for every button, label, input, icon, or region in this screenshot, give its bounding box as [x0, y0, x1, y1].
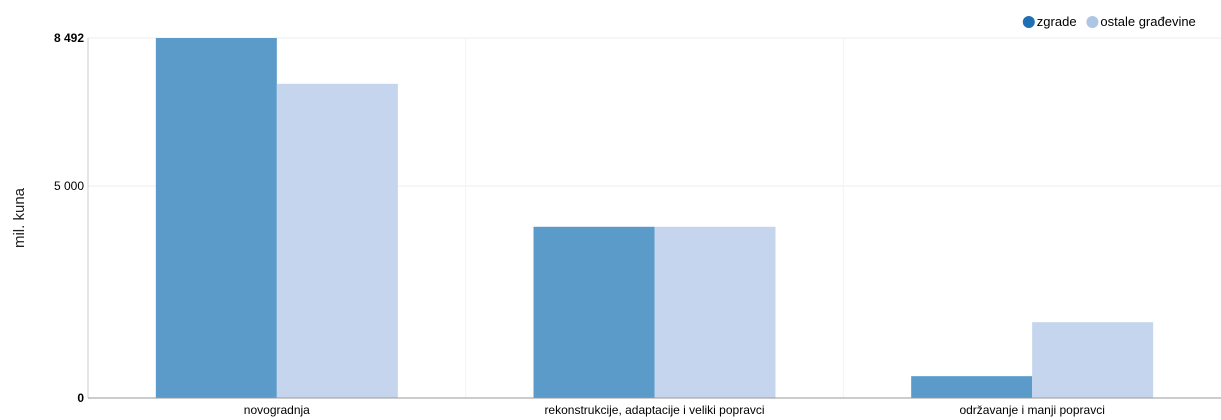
category-label: rekonstrukcije, adaptacije i veliki popr… [544, 403, 764, 417]
bar-ostale-gradevine[interactable] [276, 83, 398, 398]
y-tick-label: 5 000 [54, 179, 84, 193]
category-labels: novogradnja rekonstrukcije, adaptacije i … [244, 403, 1105, 417]
category-label: novogradnja [244, 403, 310, 417]
legend-item-zgrade[interactable]: zgrade [1022, 14, 1077, 29]
bar-ostale-gradevine[interactable] [1032, 322, 1154, 398]
legend-label: ostale građevine [1100, 14, 1195, 29]
legend-swatch [1086, 16, 1099, 28]
bar-zgrade[interactable] [533, 226, 655, 398]
axes [87, 38, 1221, 399]
y-tick-label: 8 492 [54, 31, 84, 45]
legend: zgrade ostale građevine [1022, 14, 1196, 29]
bar-zgrade[interactable] [911, 376, 1033, 398]
category-label: održavanje i manji popravci [959, 403, 1104, 417]
y-axis-label: mil. kuna [11, 187, 28, 248]
legend-swatch [1022, 16, 1035, 28]
y-tick-labels: 0 5 000 8 492 [54, 31, 84, 405]
y-tick-label: 0 [77, 391, 84, 405]
bar-zgrade[interactable] [155, 38, 277, 398]
legend-label: zgrade [1037, 14, 1077, 29]
legend-item-ostale-gradevine[interactable]: ostale građevine [1086, 14, 1196, 29]
bars [155, 38, 1154, 398]
bar-ostale-gradevine[interactable] [654, 226, 776, 398]
